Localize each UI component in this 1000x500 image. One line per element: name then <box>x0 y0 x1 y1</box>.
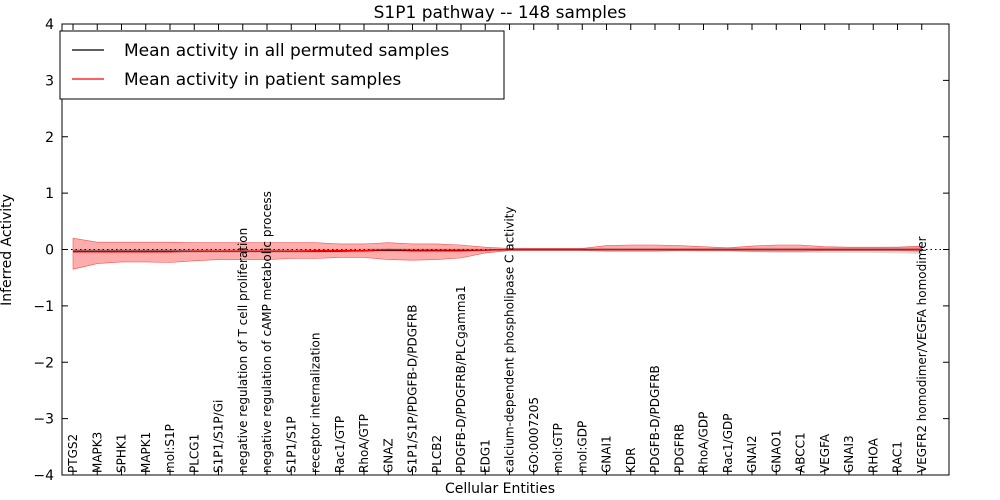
x-tick-label: GNAZ <box>381 438 395 473</box>
legend-label-permuted: Mean activity in all permuted samples <box>124 41 449 61</box>
x-tick-label: negative regulation of cAMP metabolic pr… <box>260 191 274 473</box>
y-axis-label: Inferred Activity <box>0 194 15 306</box>
chart-title: S1P1 pathway -- 148 samples <box>374 3 627 23</box>
y-tick-label: 0 <box>45 243 54 259</box>
x-tick-label: RHOA <box>866 437 880 473</box>
x-tick-label: VEGFA <box>818 433 832 473</box>
x-tick-label: KDR <box>624 448 638 473</box>
y-tick-label: 2 <box>45 130 54 146</box>
x-tick-label: Rac1/GDP <box>721 414 735 473</box>
x-tick-label: PDGFB-D/PDGFRB <box>648 365 662 473</box>
series-line-patient <box>73 248 922 253</box>
x-tick-label: RhoA/GDP <box>697 412 711 473</box>
x-tick-label: PDGFB-D/PDGFRB/PLCgamma1 <box>454 286 468 473</box>
y-tick-label: 1 <box>45 186 54 202</box>
legend: Mean activity in all permuted samples Me… <box>59 30 505 100</box>
legend-label-patient: Mean activity in patient samples <box>124 70 401 90</box>
x-tick-label: MAPK3 <box>90 432 104 473</box>
plot-area <box>62 237 949 270</box>
x-tick-label: calcium-dependent phospholipase C activi… <box>503 207 517 473</box>
x-tick-label: S1P1/S1P/Gi <box>212 400 226 473</box>
legend-box <box>59 30 505 100</box>
x-tick-label: GNAI1 <box>600 435 614 473</box>
x-tick-label: RhoA/GTP <box>357 414 371 473</box>
x-tick-label: GNAI2 <box>745 435 759 473</box>
y-tick-label: −3 <box>33 412 54 428</box>
x-tick-label: Rac1/GTP <box>333 416 347 473</box>
x-tick-label: RAC1 <box>891 441 905 473</box>
x-tick-label: negative regulation of T cell proliferat… <box>236 228 250 473</box>
x-tick-label: mol:GDP <box>575 421 589 473</box>
y-tick-label: −2 <box>33 355 54 371</box>
x-tick-label: mol:S1P <box>163 424 177 473</box>
y-tick-label: −1 <box>33 299 54 315</box>
x-tick-label: mol:GTP <box>551 423 565 473</box>
x-tick-label: GNAI3 <box>842 435 856 473</box>
x-tick-label: EDG1 <box>478 439 492 473</box>
x-tick-label: MAPK1 <box>139 432 153 473</box>
x-tick-label: ABCC1 <box>794 432 808 473</box>
x-tick-label: PLCG1 <box>187 434 201 473</box>
x-tick-label: PLCB2 <box>430 435 444 473</box>
x-tick-label: receptor internalization <box>309 333 323 473</box>
x-tick-label: S1P1/S1P/PDGFB-D/PDGFRB <box>406 305 420 473</box>
y-tick-label: 4 <box>45 17 54 33</box>
x-tick-label: S1P1/S1P <box>284 416 298 473</box>
axes: −4 −3 −2 −1 0 1 2 3 4 PTGS2 MAPK3 SPHK1 MAPK1 mol:S1P… <box>33 17 949 484</box>
x-tick-label: PTGS2 <box>66 434 80 473</box>
x-tick-label: PDGFRB <box>672 424 686 473</box>
x-tick-label: SPHK1 <box>115 434 129 473</box>
x-tick-label: GNAO1 <box>769 430 783 473</box>
x-axis-label: Cellular Entities <box>445 481 555 497</box>
x-tick-label: VEGFR2 homodimer/VEGFA homodimer <box>915 236 929 473</box>
y-tick-label: 3 <box>45 73 54 89</box>
band-patient <box>72 237 923 270</box>
x-tick-label: GO:0007205 <box>527 397 541 473</box>
y-tick-label: −4 <box>33 468 54 484</box>
